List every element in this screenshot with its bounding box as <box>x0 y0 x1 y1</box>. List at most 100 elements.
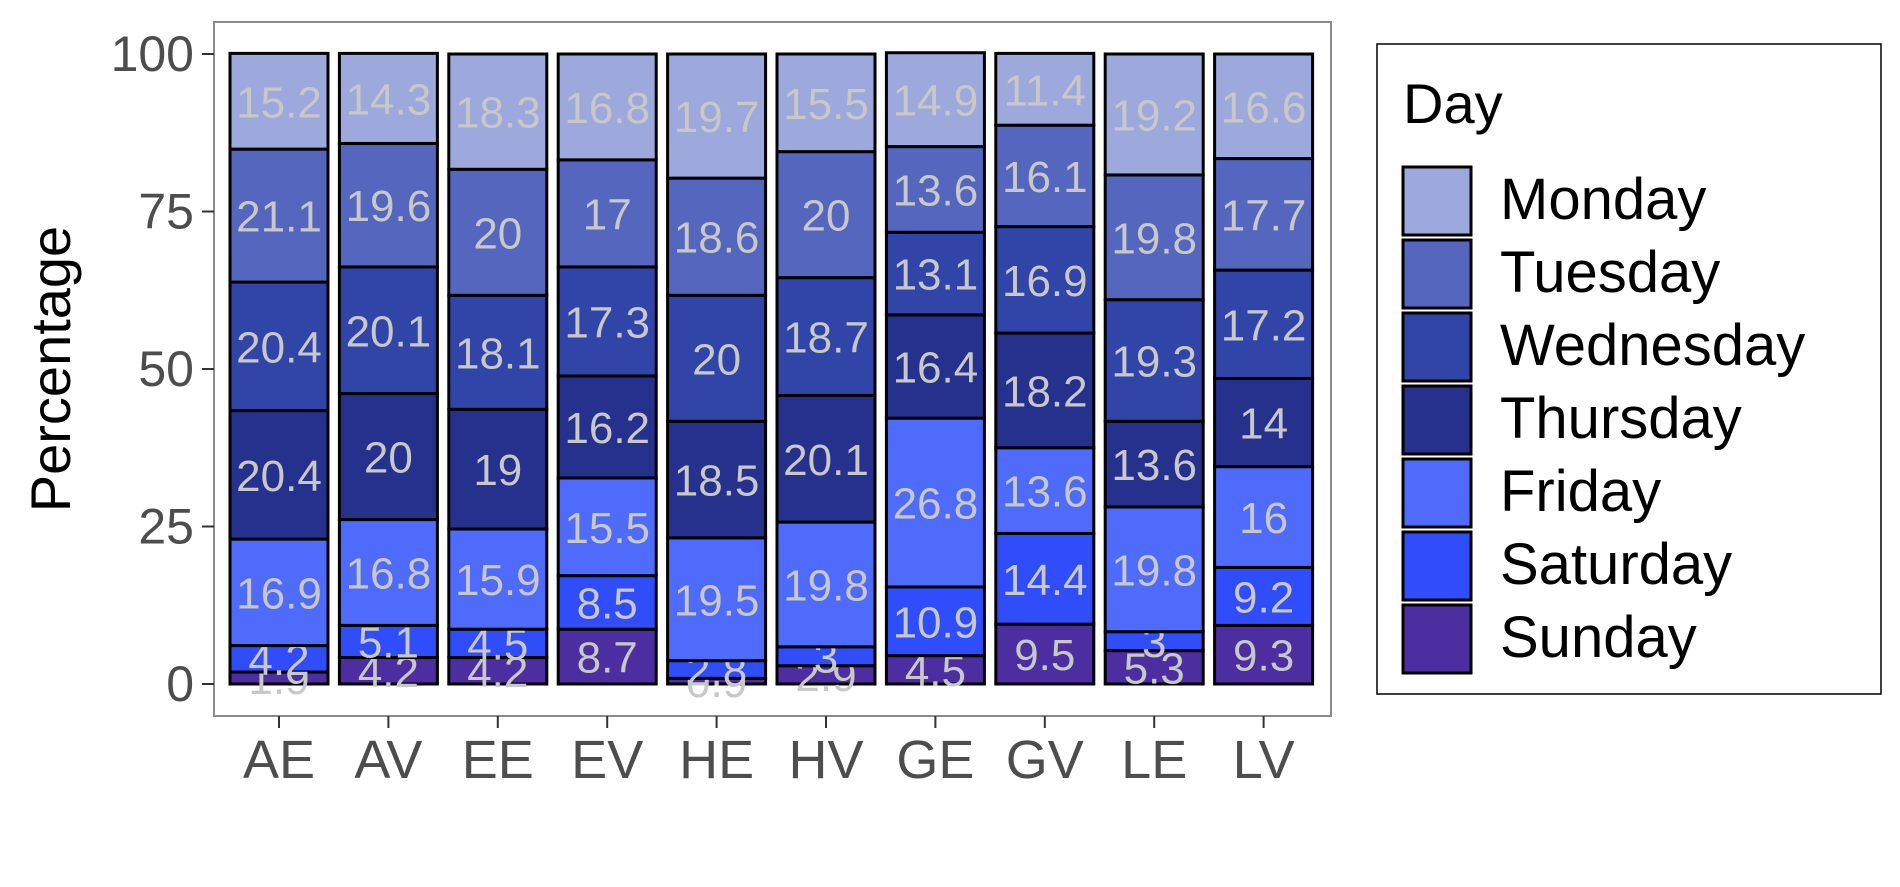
x-tick-label: AV <box>354 730 422 790</box>
bar-segment-saturday <box>228 644 330 674</box>
x-tick-label: AE <box>243 730 315 790</box>
y-tick-label: 75 <box>138 184 194 240</box>
bar-segment-monday <box>337 51 439 145</box>
legend-label: Wednesday <box>1500 313 1805 378</box>
bar-segment-sunday <box>1103 649 1205 686</box>
bar-value-label: 15.2 <box>236 78 322 127</box>
bar-value-label: 16.8 <box>346 549 432 598</box>
bar-segment-thursday <box>228 409 330 541</box>
legend-item-thursday: Thursday <box>1401 384 1742 456</box>
bar-segment-tuesday <box>228 147 330 284</box>
bar-value-label: 19.2 <box>1111 91 1197 140</box>
bar-segment-monday <box>1103 52 1205 177</box>
bar-stack-ae: 1.94.216.920.420.421.115.2 <box>228 51 330 704</box>
bar-segment-friday <box>884 416 986 589</box>
legend-swatch <box>1401 457 1473 529</box>
bar-value-label: 20.4 <box>236 452 322 501</box>
bar-value-label: 17.7 <box>1221 191 1307 240</box>
x-tick-label: GV <box>1006 730 1084 790</box>
bar-value-label: 16.6 <box>1221 83 1307 132</box>
bar-segment-friday <box>666 536 768 663</box>
bar-segment-thursday <box>884 313 986 420</box>
bar-segment-wednesday <box>228 280 330 413</box>
bar-segment-thursday <box>666 419 768 540</box>
bar-segment-tuesday <box>1213 157 1315 272</box>
legend-item-tuesday: Tuesday <box>1401 238 1720 310</box>
bar-stack-ev: 8.7 8.5 15.5 16.2 17.3 17 16.8 <box>556 52 658 686</box>
legend-item-wednesday: Wednesday <box>1401 311 1805 383</box>
bar-segment-tuesday <box>884 145 986 234</box>
bar-stack-ge: 4.510.926.816.413.113.614.9 <box>884 51 986 696</box>
legend-title: Day <box>1403 72 1503 135</box>
legend-swatch <box>1401 238 1473 310</box>
bar-segment-thursday <box>447 407 549 531</box>
bar-segment-monday <box>447 52 549 171</box>
legend-item-friday: Friday <box>1401 457 1661 529</box>
x-tick-label: LV <box>1233 730 1295 790</box>
bar-segment-friday <box>228 537 330 648</box>
bar-segment-monday <box>666 52 768 180</box>
bar-segment-monday <box>884 51 986 149</box>
bar-value-label: 9.2 <box>1233 573 1294 622</box>
bar-segment-wednesday <box>1213 268 1315 380</box>
bar-segment-sunday <box>1213 623 1315 686</box>
bar-value-label: 5.3 <box>1124 644 1185 693</box>
bar-value-label: 18.2 <box>1002 367 1088 416</box>
legend-item-saturday: Saturday <box>1401 530 1732 602</box>
legend-swatch <box>1401 165 1473 237</box>
legend-label: Tuesday <box>1500 240 1720 305</box>
bar-segment-wednesday <box>994 225 1096 335</box>
bar-segment-monday <box>228 51 330 151</box>
bar-value-label: 19.3 <box>1111 337 1197 386</box>
bar-segment-friday <box>337 518 439 627</box>
bar-segment-wednesday <box>666 293 768 423</box>
bar-value-label: 19.8 <box>1111 214 1197 263</box>
bar-segment-monday <box>556 52 658 162</box>
legend-label: Friday <box>1500 459 1661 524</box>
bar-segment-thursday <box>337 392 439 522</box>
bar-value-label: 13.6 <box>893 166 979 215</box>
y-tick-label: 25 <box>138 499 194 555</box>
bar-segment-thursday <box>994 331 1096 450</box>
bar-value-label: 19.8 <box>783 561 869 610</box>
bar-segment-tuesday <box>666 176 768 297</box>
bar-value-label: 17 <box>583 190 632 239</box>
bar-value-label: 13.1 <box>893 251 979 300</box>
bar-value-label: 8.5 <box>577 579 638 628</box>
y-axis: 0 25 50 75 100 <box>111 26 214 712</box>
legend-item-sunday: Sunday <box>1401 603 1697 675</box>
bar-segment-friday <box>447 527 549 631</box>
legend-label: Sunday <box>1500 605 1697 670</box>
bar-value-label: 20 <box>802 192 851 241</box>
bar-segment-monday <box>994 51 1096 127</box>
bar-value-label: 16.9 <box>1002 257 1088 306</box>
legend-swatch <box>1401 384 1473 456</box>
bar-value-label: 16.2 <box>564 404 650 453</box>
bar-value-label: 14.9 <box>893 77 979 126</box>
x-tick-label: GE <box>896 730 974 790</box>
bar-value-label: 15.5 <box>783 80 869 129</box>
bar-value-label: 14.3 <box>346 75 432 124</box>
bar-value-label: 16.4 <box>893 343 979 392</box>
bar-value-label: 19.7 <box>674 93 760 142</box>
bar-value-label: 20.4 <box>236 323 322 372</box>
bar-value-label: 17.3 <box>564 298 650 347</box>
bar-value-label: 15.9 <box>455 556 541 605</box>
bar-value-label: 14.4 <box>1002 556 1088 605</box>
legend-swatch <box>1401 603 1473 675</box>
bar-segment-tuesday <box>994 123 1096 229</box>
bar-segment-tuesday <box>447 167 549 297</box>
bar-value-label: 15.5 <box>564 504 650 553</box>
bar-segment-saturday <box>556 574 658 631</box>
bar-value-label: 19.8 <box>1111 546 1197 595</box>
bar-value-label: 18.1 <box>455 329 541 378</box>
bar-value-label: 21.1 <box>236 193 322 242</box>
bar-value-label: 26.8 <box>893 480 979 529</box>
bar-segment-thursday <box>1213 376 1315 469</box>
bar-segment-monday <box>1213 52 1315 161</box>
bar-value-label: 16.1 <box>1002 153 1088 202</box>
bar-segment-tuesday <box>1103 173 1205 302</box>
